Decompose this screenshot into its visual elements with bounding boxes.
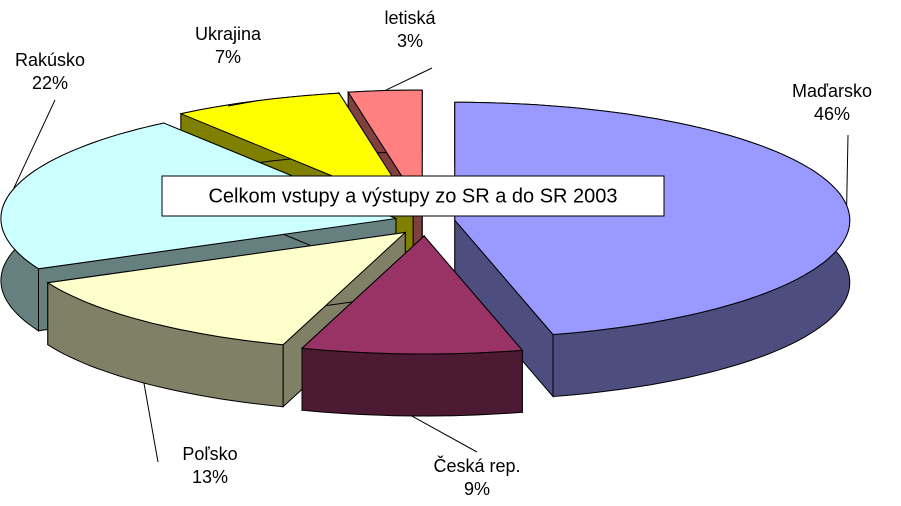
slice-top bbox=[46, 231, 407, 346]
slice bbox=[300, 234, 524, 417]
value-label: 46% bbox=[814, 104, 850, 124]
leader-line bbox=[143, 382, 159, 463]
leader-line bbox=[12, 99, 56, 190]
category-label: Maďarsko bbox=[792, 81, 872, 101]
value-label: 3% bbox=[397, 31, 423, 51]
value-label: 22% bbox=[32, 73, 68, 93]
leader-line bbox=[411, 415, 478, 453]
category-label: Poľsko bbox=[182, 444, 237, 464]
leader-line bbox=[846, 134, 849, 206]
category-label: Rakúsko bbox=[15, 50, 85, 70]
value-label: 7% bbox=[215, 47, 241, 67]
pie bbox=[0, 89, 851, 417]
category-label: Ukrajina bbox=[195, 24, 262, 44]
title-box bbox=[161, 175, 665, 217]
category-label: letiská bbox=[384, 8, 436, 28]
slice bbox=[454, 101, 851, 398]
leader-line bbox=[227, 100, 257, 107]
leader-line bbox=[384, 67, 433, 92]
value-label: 13% bbox=[192, 467, 228, 487]
chart-title: Celkom vstupy a výstupy zo SR a do SR 20… bbox=[208, 185, 617, 207]
slice-top bbox=[300, 235, 524, 355]
labels: Maďarsko 46% Česká rep. 9% Poľsko 13% Rakúsko 2… bbox=[12, 8, 872, 499]
slice-outer-side bbox=[301, 347, 523, 417]
value-label: 9% bbox=[464, 479, 490, 499]
category-label: Česká rep. bbox=[433, 455, 520, 476]
